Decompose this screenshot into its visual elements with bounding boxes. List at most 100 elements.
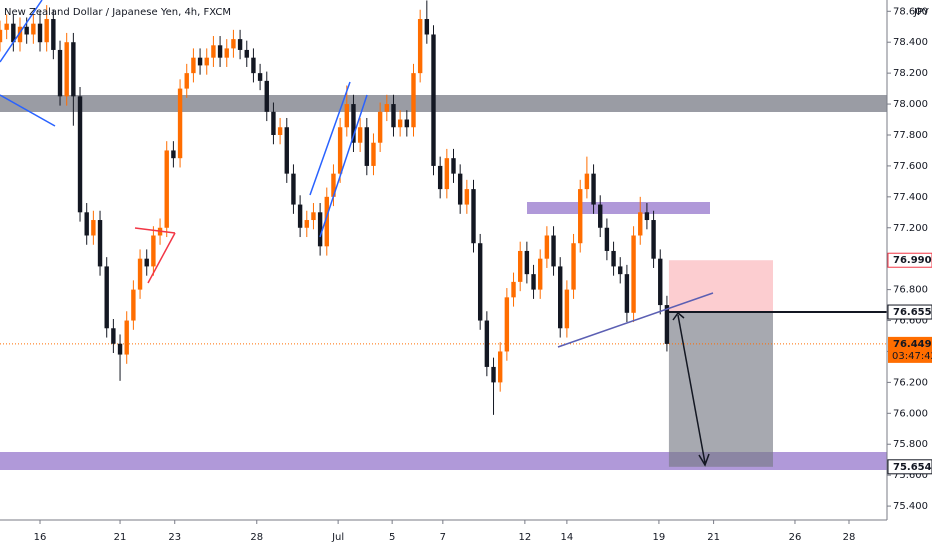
candle-body [24,26,29,35]
y-tick-label: 77.600 [893,161,928,172]
candle-body [31,23,36,35]
candle-body [197,57,203,66]
x-tick-label: 16 [34,532,47,543]
candle-body [271,111,276,135]
triangle-line [134,227,176,234]
candle-body [624,274,630,313]
last-price-tag [888,336,932,363]
candle-body [17,26,23,43]
candle-body [611,250,616,267]
candle-body [464,189,470,205]
candle-body [284,127,289,174]
candle-body [337,127,343,174]
chart-title: New Zealand Dollar / Japanese Yen, 4h, F… [4,7,231,18]
top-zone [527,202,710,214]
candle-body [591,173,596,205]
candle-body [477,243,483,321]
y-tick-label: 78.000 [893,99,928,110]
trend-line [0,94,56,127]
candle-body [191,57,196,74]
candle-body [571,243,576,290]
trend-line [309,81,351,196]
price-tag [887,459,932,475]
candle-body [564,289,570,329]
x-tick-label: 21 [707,532,720,543]
candle-body [264,80,269,112]
x-tick-label: 14 [561,532,574,543]
candle-body [511,281,516,298]
arrow-head [698,453,710,467]
candle-body [578,189,583,244]
y-tick-label: 77.400 [893,192,928,203]
axes: 75.40075.60075.80076.00076.20076.40076.6… [34,6,932,543]
candle-body [331,173,336,197]
candle-body [71,42,76,97]
candle-body [604,227,610,251]
y-tick-label: 75.800 [893,439,928,450]
stop-zone [668,260,773,313]
y-tick-label: 77.200 [893,223,928,234]
candle-body [237,39,243,50]
candle-body [131,289,136,321]
candle-body [57,49,63,97]
y-tick-label: 78.200 [893,68,928,79]
x-tick-label: 19 [653,532,666,543]
candle-body [538,258,543,290]
candle-body [417,19,423,74]
candle-body [51,19,56,50]
x-tick-label: 26 [789,532,802,543]
candle-body [551,235,556,267]
candle-body [584,173,590,190]
candle-body [658,258,663,306]
candle-body [497,351,503,383]
candle-body [644,212,650,221]
candle-body [97,220,103,267]
y-tick-label: 75.600 [893,470,928,481]
candle-body [77,96,83,213]
candle-body [437,165,443,190]
trend-line [0,0,43,63]
arrow [677,314,706,464]
candle-body [371,142,376,166]
candle-body [137,258,143,290]
y-tick-label: 76.800 [893,285,928,296]
neckline [557,292,714,348]
candle-body [244,49,249,58]
triangle-line [147,232,176,284]
candle-body [524,250,530,275]
candle-body [484,320,490,367]
resistance-zone [0,95,887,112]
candle-body [204,57,209,66]
candle-body [0,29,3,43]
currency-label: JPY [913,7,930,18]
candle-body [364,127,370,166]
candle-body [451,158,456,174]
x-tick-label: Jul [331,532,344,543]
candle-body [211,45,216,58]
candle-body [111,328,116,344]
candle-body [177,88,183,159]
candle-body [151,235,156,267]
candle-body [251,57,256,74]
candle-body [631,235,636,313]
y-tick-label: 76.600 [893,316,928,327]
x-tick-label: 7 [440,532,446,543]
price-tag-label: 76.655 [893,307,932,318]
countdown: 03:47:42 [892,351,932,362]
drawings [0,95,887,470]
x-tick-label: 28 [250,532,263,543]
candle-body [377,111,383,143]
candle-body [291,173,296,205]
candle-body [84,212,89,236]
arrow-head [672,311,685,321]
candle-body [37,23,43,43]
candle-body [598,204,603,228]
candle-body [457,173,463,205]
candle-body [638,212,643,236]
y-tick-label: 78.400 [893,37,928,48]
y-tick-label: 76.200 [893,377,928,388]
candle-body [104,266,109,329]
candle-body [444,158,450,190]
candle-body [517,250,523,282]
candle-body [411,73,416,128]
